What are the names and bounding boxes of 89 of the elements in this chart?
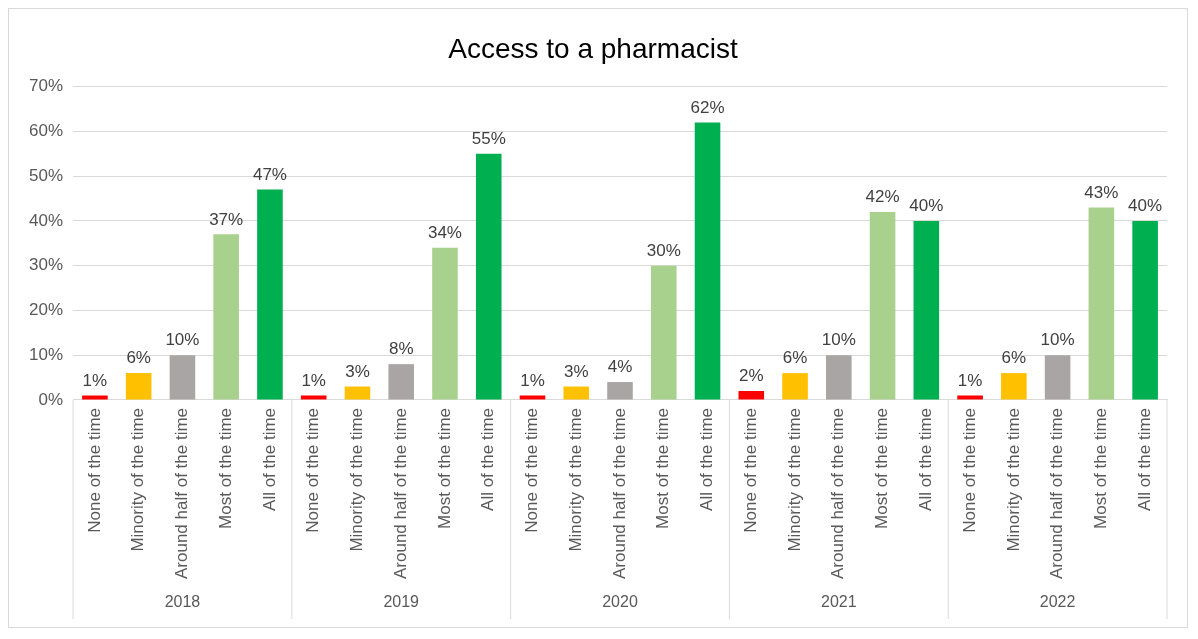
bar — [82, 395, 108, 400]
x-tick-label: All of the time — [478, 407, 498, 511]
y-tick-label: 50% — [28, 165, 64, 185]
text: 2022 — [1039, 593, 1076, 611]
data-label: 6% — [782, 348, 808, 368]
data-label: 10% — [1040, 330, 1075, 350]
x-tick-label: Around half of the time — [1047, 407, 1067, 579]
y-tick-label: 60% — [28, 121, 64, 141]
data-label: 3% — [345, 361, 370, 381]
bar — [957, 395, 983, 400]
x-tick-label: Minority of the time — [565, 407, 585, 552]
text: 2020 — [602, 593, 638, 611]
x-tick-label: Around half of the time — [172, 407, 192, 579]
y-tick-label: 40% — [28, 210, 64, 230]
bar — [257, 189, 283, 400]
bar — [650, 265, 677, 400]
data-label: 40% — [1128, 196, 1163, 216]
data-label: 55% — [471, 128, 506, 148]
bar — [869, 211, 896, 400]
x-tick-label: All of the time — [697, 407, 717, 511]
chart-title: Access to a pharmacist — [448, 32, 738, 64]
x-tick-label: None of the time — [740, 407, 760, 533]
bar — [1088, 207, 1115, 400]
bar — [213, 234, 239, 400]
bar — [826, 355, 852, 400]
data-label: 43% — [1084, 182, 1119, 202]
data-label: 8% — [388, 339, 414, 359]
data-label: 1% — [520, 370, 545, 390]
bar — [125, 373, 152, 400]
bar — [519, 395, 546, 400]
x-tick-label: None of the time — [303, 407, 323, 533]
x-tick-label: Most of the time — [653, 407, 673, 529]
bar — [1132, 220, 1158, 400]
bar — [694, 122, 721, 400]
bar — [913, 220, 940, 400]
x-tick-label: Minority of the time — [784, 407, 804, 552]
data-label: 34% — [427, 222, 462, 242]
y-tick-label: 10% — [28, 344, 64, 364]
x-tick-label: None of the time — [959, 407, 979, 533]
data-label: 2% — [739, 366, 764, 386]
y-tick-label: 30% — [28, 255, 64, 275]
x-tick-label: None of the time — [522, 407, 542, 533]
data-label: 3% — [563, 361, 589, 381]
x-tick-label: Minority of the time — [128, 407, 148, 552]
x-tick-label: All of the time — [259, 407, 279, 511]
text: 2018 — [164, 593, 201, 611]
bar — [388, 364, 415, 400]
x-tick-label: All of the time — [1134, 407, 1154, 511]
x-tick-label: Most of the time — [215, 407, 235, 529]
x-tick-label: All of the time — [916, 407, 936, 511]
data-label: 10% — [165, 330, 200, 350]
bar — [300, 395, 327, 400]
data-label: 62% — [690, 97, 725, 117]
x-tick-label: Around half of the time — [828, 407, 848, 579]
data-label: 47% — [252, 164, 287, 184]
bar — [344, 386, 371, 400]
x-tick-label: Minority of the time — [1003, 407, 1023, 552]
data-label: 4% — [607, 357, 633, 377]
bar — [1044, 355, 1071, 400]
data-label: 1% — [957, 370, 983, 390]
y-tick-label: 70% — [28, 76, 64, 96]
data-label: 10% — [821, 330, 856, 350]
bar — [169, 355, 196, 400]
x-tick-label: None of the time — [84, 407, 104, 533]
data-label: 1% — [82, 370, 108, 390]
x-tick-label: Around half of the time — [390, 407, 410, 579]
data-label: 6% — [1001, 348, 1027, 368]
bar — [475, 153, 502, 400]
bar — [738, 391, 765, 400]
text: 2021 — [821, 593, 857, 611]
text: 2019 — [383, 593, 420, 611]
data-label: 37% — [209, 209, 244, 229]
x-tick-label: Minority of the time — [347, 407, 367, 552]
y-tick-label: 20% — [28, 300, 64, 320]
bar — [782, 373, 808, 400]
bar — [607, 382, 633, 400]
y-tick-label: 0% — [38, 389, 64, 409]
bar — [1001, 373, 1027, 400]
bar — [563, 386, 590, 400]
x-tick-label: Most of the time — [872, 407, 892, 529]
data-label: 42% — [865, 187, 900, 207]
data-label: 1% — [301, 370, 326, 390]
data-label: 30% — [646, 240, 681, 260]
x-tick-label: Most of the time — [434, 407, 454, 529]
bar — [432, 247, 458, 400]
data-label: 40% — [909, 196, 944, 216]
data-label: 6% — [126, 348, 151, 368]
x-tick-label: Around half of the time — [609, 407, 629, 579]
x-tick-label: Most of the time — [1091, 407, 1111, 529]
